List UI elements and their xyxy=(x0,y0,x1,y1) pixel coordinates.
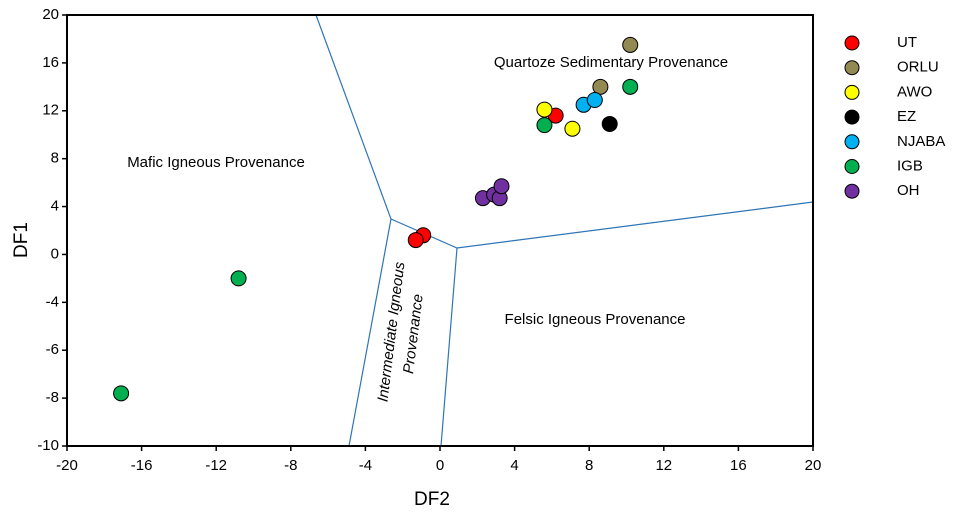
legend-label: NJABA xyxy=(897,133,945,150)
legend-label: OH xyxy=(897,182,920,199)
point xyxy=(622,36,639,53)
y-tick-label: 20 xyxy=(42,6,59,23)
point xyxy=(536,101,553,118)
legend-label: AWO xyxy=(897,83,932,100)
boundary-line xyxy=(390,201,814,249)
point xyxy=(586,92,603,109)
legend-marker xyxy=(844,60,860,76)
x-tick-label: 8 xyxy=(585,457,593,474)
y-tick-label: -8 xyxy=(46,389,59,406)
legend-label: EZ xyxy=(897,108,916,125)
x-tick-label: 0 xyxy=(436,457,444,474)
x-tick-label: -4 xyxy=(359,457,372,474)
legend-marker xyxy=(844,159,860,174)
legend-marker xyxy=(844,134,860,150)
y-axis-title: DF1 xyxy=(11,222,32,258)
y-tick-label: 8 xyxy=(51,150,59,167)
y-tick-label: -4 xyxy=(46,293,59,310)
legend-marker xyxy=(844,109,860,125)
y-tick-label: 0 xyxy=(51,245,59,262)
point xyxy=(536,117,553,134)
point xyxy=(493,178,510,195)
plot-frame xyxy=(66,14,814,447)
legend-label: ORLU xyxy=(897,59,939,76)
x-tick-label: 20 xyxy=(805,457,822,474)
point xyxy=(622,78,639,95)
legend-label: UT xyxy=(897,34,917,51)
x-tick-label: -8 xyxy=(284,457,297,474)
point xyxy=(601,115,618,132)
point xyxy=(564,120,581,137)
region-label: Mafic Igneous Provenance xyxy=(127,154,305,171)
legend-marker xyxy=(844,35,860,51)
region-boundaries xyxy=(315,14,814,447)
point xyxy=(113,385,130,402)
x-tick-label: -20 xyxy=(56,457,78,474)
y-tick-label: -10 xyxy=(37,437,59,454)
y-tick-label: 16 xyxy=(42,54,59,71)
point xyxy=(407,232,424,249)
y-tick-label: -6 xyxy=(46,341,59,358)
region-label: Provenance xyxy=(400,293,427,375)
legend-label: IGB xyxy=(897,157,923,174)
x-axis-title: DF2 xyxy=(414,489,450,510)
legend-marker xyxy=(844,183,860,199)
x-tick-label: 16 xyxy=(730,457,747,474)
point xyxy=(230,270,247,287)
y-tick-label: 12 xyxy=(42,102,59,119)
y-tick-label: 4 xyxy=(51,198,59,215)
x-tick-label: 4 xyxy=(510,457,518,474)
x-tick-label: -12 xyxy=(205,457,227,474)
region-label: Felsic Igneous Provenance xyxy=(505,311,686,328)
legend-marker xyxy=(844,84,860,100)
region-label: Quartoze Sedimentary Provenance xyxy=(494,54,728,71)
x-tick-label: 12 xyxy=(655,457,672,474)
x-tick-label: -16 xyxy=(131,457,153,474)
boundary-line xyxy=(440,247,458,447)
